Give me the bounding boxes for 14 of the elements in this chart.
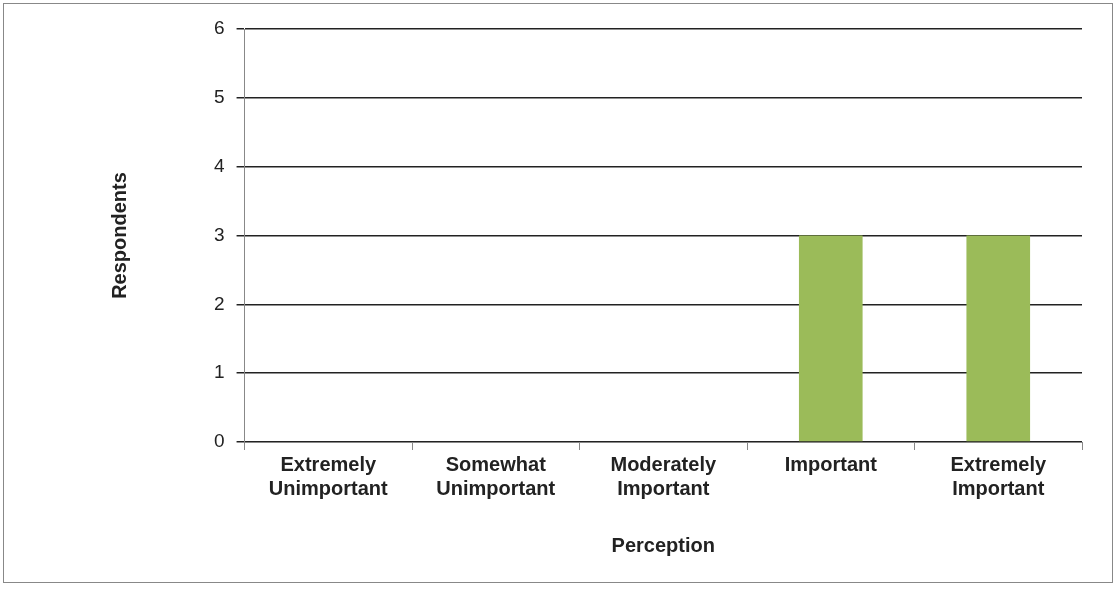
y-tick-label: 2 <box>213 292 225 314</box>
y-tick-label: 0 <box>213 430 225 452</box>
y-axis-title: Respondents <box>107 172 130 299</box>
y-tick-label: 5 <box>213 86 225 108</box>
y-tick-label: 3 <box>213 223 225 245</box>
x-tick-label: Extremely Unimportant <box>268 452 389 499</box>
x-tick-label: Extremely Important <box>950 452 1047 499</box>
x-axis-title: Perception <box>611 533 715 556</box>
x-tick-label: Moderately Important <box>610 452 717 499</box>
y-tick-label: 6 <box>213 17 225 39</box>
x-tick-label: Somewhat Unimportant <box>436 452 556 499</box>
x-tick-label: Important <box>784 452 878 475</box>
y-tick-label: 1 <box>213 361 225 383</box>
y-tick-label: 4 <box>213 154 225 176</box>
